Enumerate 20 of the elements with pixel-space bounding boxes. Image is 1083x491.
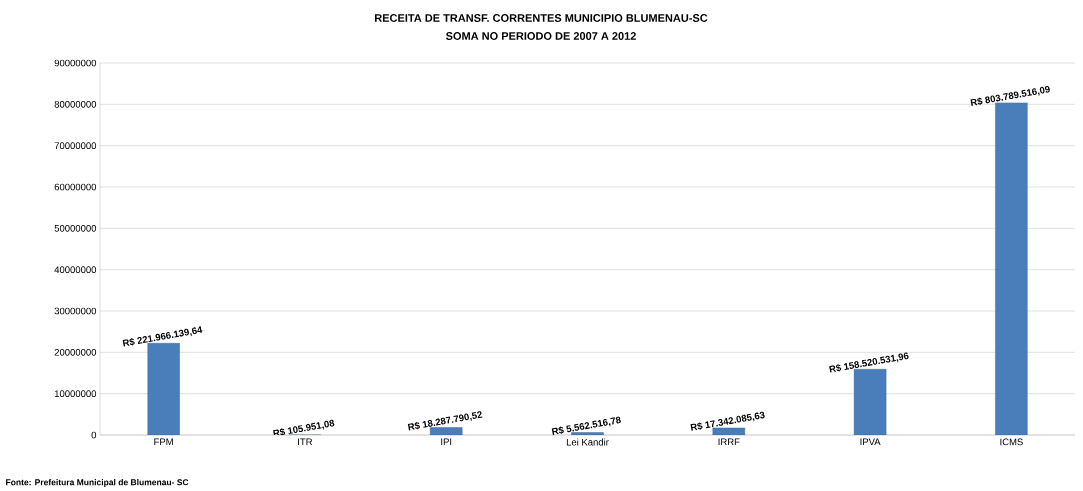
y-tick-label: 20000000 <box>54 348 97 356</box>
x-tick-label: IRRF <box>718 438 740 446</box>
x-tick-label: IPI <box>441 438 452 446</box>
x-tick-label: Lei Kandir <box>566 438 609 446</box>
y-tick-label: 80000000 <box>54 100 97 108</box>
chart-subtitle: SOMA NO PERIODO DE 2007 A 2012 <box>445 32 636 40</box>
y-tick-label: 70000000 <box>54 142 97 150</box>
y-tick-label: 50000000 <box>54 224 97 232</box>
y-tick-label: 10000000 <box>54 390 97 398</box>
y-tick-label: 90000000 <box>54 59 97 67</box>
chart-title: RECEITA DE TRANSF. CORRENTES MUNICIPIO BLUMENAU-SC <box>375 14 708 22</box>
y-tick-label: 60000000 <box>54 183 97 191</box>
source-note: Fonte: Prefeitura Municipal de Blumenau- SC <box>6 479 189 487</box>
y-tick-label: 40000000 <box>54 266 97 274</box>
x-tick-label: IPVA <box>860 438 881 446</box>
x-tick-label: FPM <box>154 438 173 446</box>
y-tick-label: 0 <box>91 431 97 439</box>
x-tick-label: ITR <box>298 438 313 446</box>
y-tick-label: 30000000 <box>54 307 97 315</box>
x-tick-label: ICMS <box>1000 438 1023 446</box>
